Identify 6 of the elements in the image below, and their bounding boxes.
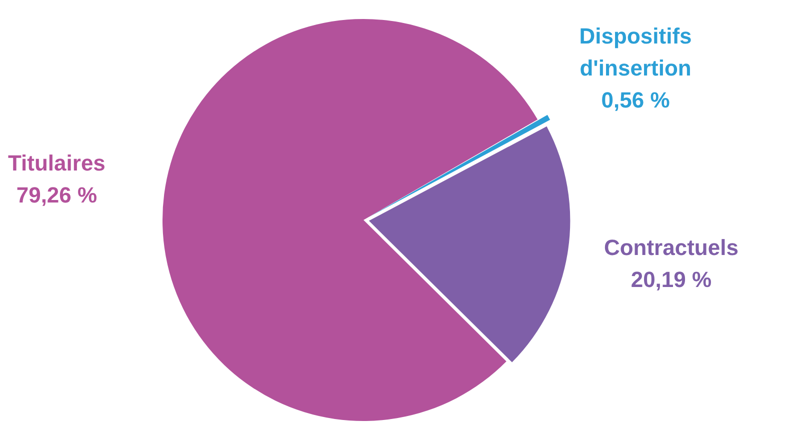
data-label: 0,56 % bbox=[601, 87, 670, 112]
data-label: 79,26 % bbox=[16, 182, 98, 208]
slice-label: Titulaires bbox=[8, 150, 106, 176]
data-label: 20,19 % bbox=[630, 267, 712, 292]
slice-label: Dispositifs d'insertion bbox=[579, 23, 692, 80]
slice-label: Contractuels bbox=[604, 235, 738, 260]
